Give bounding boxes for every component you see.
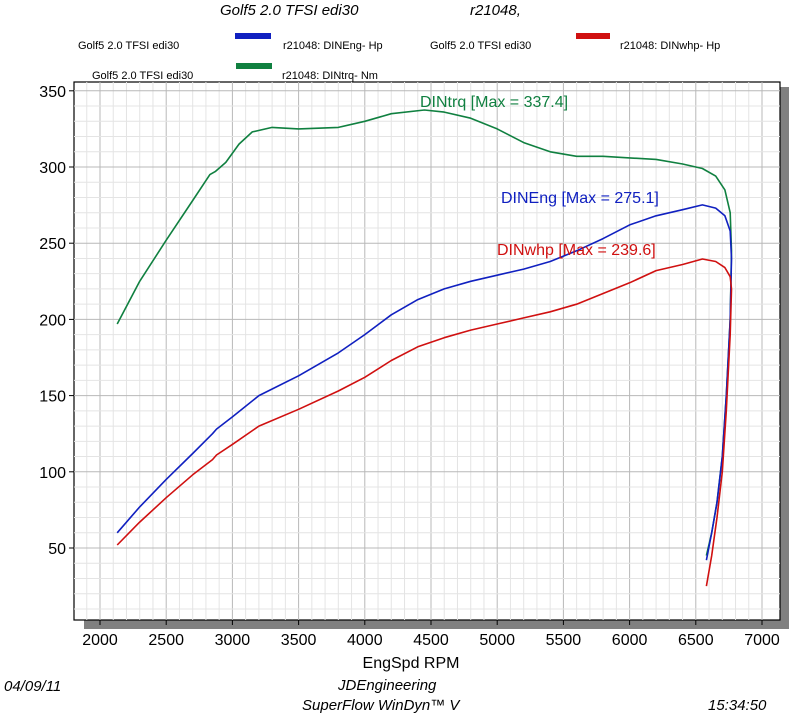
axis-ticks: 2000 2500 3000 3500 4000 4500 5000 5500 6000 6500… [39, 84, 780, 649]
footer-software: SuperFlow WinDyn™ V [302, 697, 460, 714]
plot-frame-shadow [780, 87, 789, 629]
legend-swatch-trq [236, 63, 272, 69]
footer-date: 04/09/11 [4, 678, 62, 695]
plot-area [73, 81, 781, 621]
series-lines [116, 109, 733, 587]
y-tick-label: 300 [39, 160, 66, 177]
x-tick-label: 6000 [612, 632, 648, 649]
series-line-dinwhp [116, 258, 733, 587]
x-tick-label: 4500 [413, 632, 449, 649]
x-tick-label: 5500 [546, 632, 582, 649]
legend-run-eng: Golf5 2.0 TFSI edi30 [78, 40, 180, 52]
annotation-dintrq: DINtrq [Max = 337.4] [420, 94, 568, 111]
x-tick-label: 2000 [82, 632, 118, 649]
series-annotations: DINtrq [Max = 337.4] DINEng [Max = 275.1]… [420, 94, 659, 259]
y-tick-label: 150 [39, 389, 66, 406]
y-tick-label: 200 [39, 312, 66, 329]
chart-title-left: Golf5 2.0 TFSI edi30 [220, 2, 359, 19]
grid [74, 82, 780, 620]
legend-label-eng: r21048: DINEng- Hp [283, 40, 383, 52]
x-tick-label: 6500 [678, 632, 714, 649]
legend-run-trq: Golf5 2.0 TFSI edi30 [92, 70, 194, 82]
x-axis-label: EngSpd RPM [363, 655, 460, 672]
y-tick-label: 250 [39, 236, 66, 253]
annotation-dineng: DINEng [Max = 275.1] [501, 190, 659, 207]
x-tick-label: 2500 [148, 632, 184, 649]
y-tick-label: 350 [39, 84, 66, 101]
y-tick-label: 100 [39, 465, 66, 482]
annotation-dinwhp: DINwhp [Max = 239.6] [497, 242, 656, 259]
x-tick-label: 7000 [744, 632, 780, 649]
x-tick-label: 3500 [281, 632, 317, 649]
legend-swatch-eng [235, 33, 271, 39]
x-tick-label: 5000 [479, 632, 515, 649]
x-tick-label: 4000 [347, 632, 383, 649]
legend-run-whp: Golf5 2.0 TFSI edi30 [430, 40, 532, 52]
footer-time: 15:34:50 [708, 697, 767, 714]
y-tick-label: 50 [48, 541, 66, 558]
legend-swatch-whp [576, 33, 610, 39]
footer-company: JDEngineering [338, 677, 437, 694]
legend-label-whp: r21048: DINwhp- Hp [620, 40, 721, 52]
plot-frame-shadow-bottom [84, 620, 789, 629]
legend-label-trq: r21048: DINtrq- Nm [282, 70, 378, 82]
chart-title-right: r21048, [470, 2, 521, 19]
x-tick-label: 3000 [215, 632, 251, 649]
